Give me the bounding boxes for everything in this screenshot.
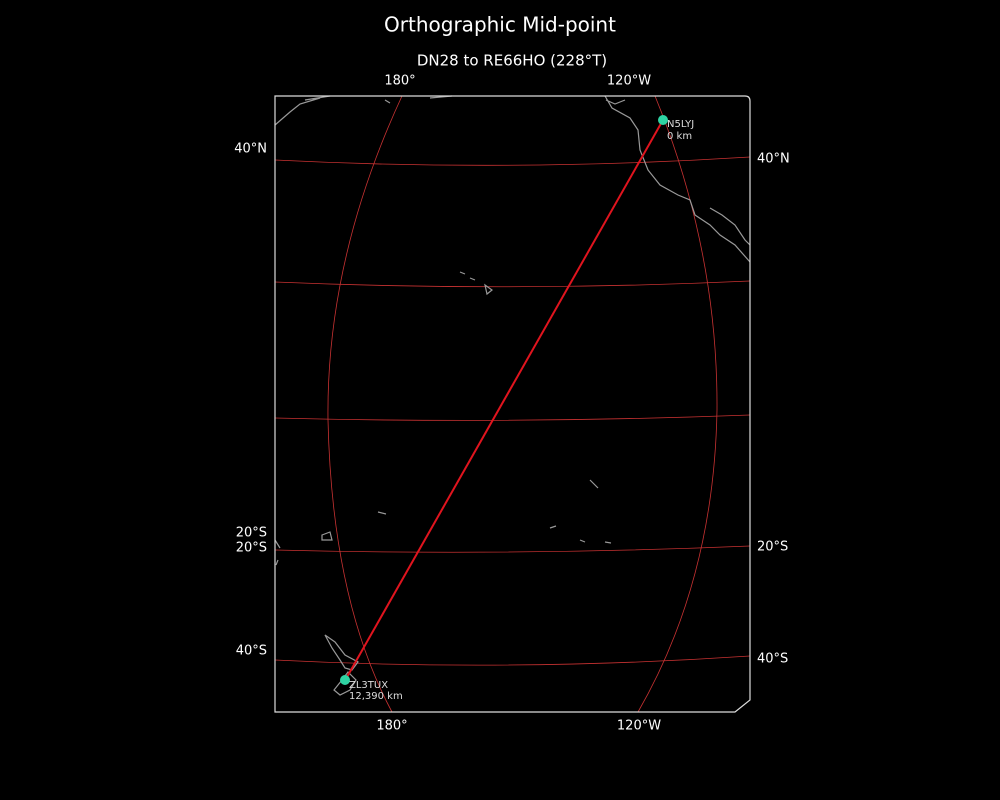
coastline [604,95,751,263]
meridian [327,95,403,713]
coastline [274,95,453,126]
meridian-label: 180° [376,719,407,734]
parallel-label: 20°S [236,526,267,541]
coastline [459,271,493,296]
meridian-label: 120°W [607,74,651,89]
meridian-label: 180° [384,74,415,89]
parallel [274,156,751,166]
station-marker [658,115,668,125]
map-area: N5LYJ 0 km ZL3TUX 12,390 km [274,95,751,713]
parallel [274,280,751,288]
meridian-label: 120°W [617,719,661,734]
station-call: N5LYJ [667,119,694,130]
map-frame [274,95,751,713]
parallel-label: 40°N [234,142,267,157]
parallel-label: 20°S [236,541,267,556]
parallel-label: 20°S [757,540,788,555]
station-call: ZL3TUX [349,680,388,691]
title: Orthographic Mid-point [384,13,616,37]
parallel-label: 40°S [236,644,267,659]
meridian [637,95,718,713]
station-distance: 12,390 km [349,691,403,702]
station-distance: 0 km [667,131,692,142]
parallel [274,655,751,666]
station-marker [340,675,350,685]
parallel-label: 40°S [757,652,788,667]
coastline [274,479,612,566]
subtitle: DN28 to RE66HO (228°T) [417,52,607,70]
parallel [274,414,751,421]
great-circle-path [346,119,664,678]
parallel-label: 40°N [757,152,790,167]
